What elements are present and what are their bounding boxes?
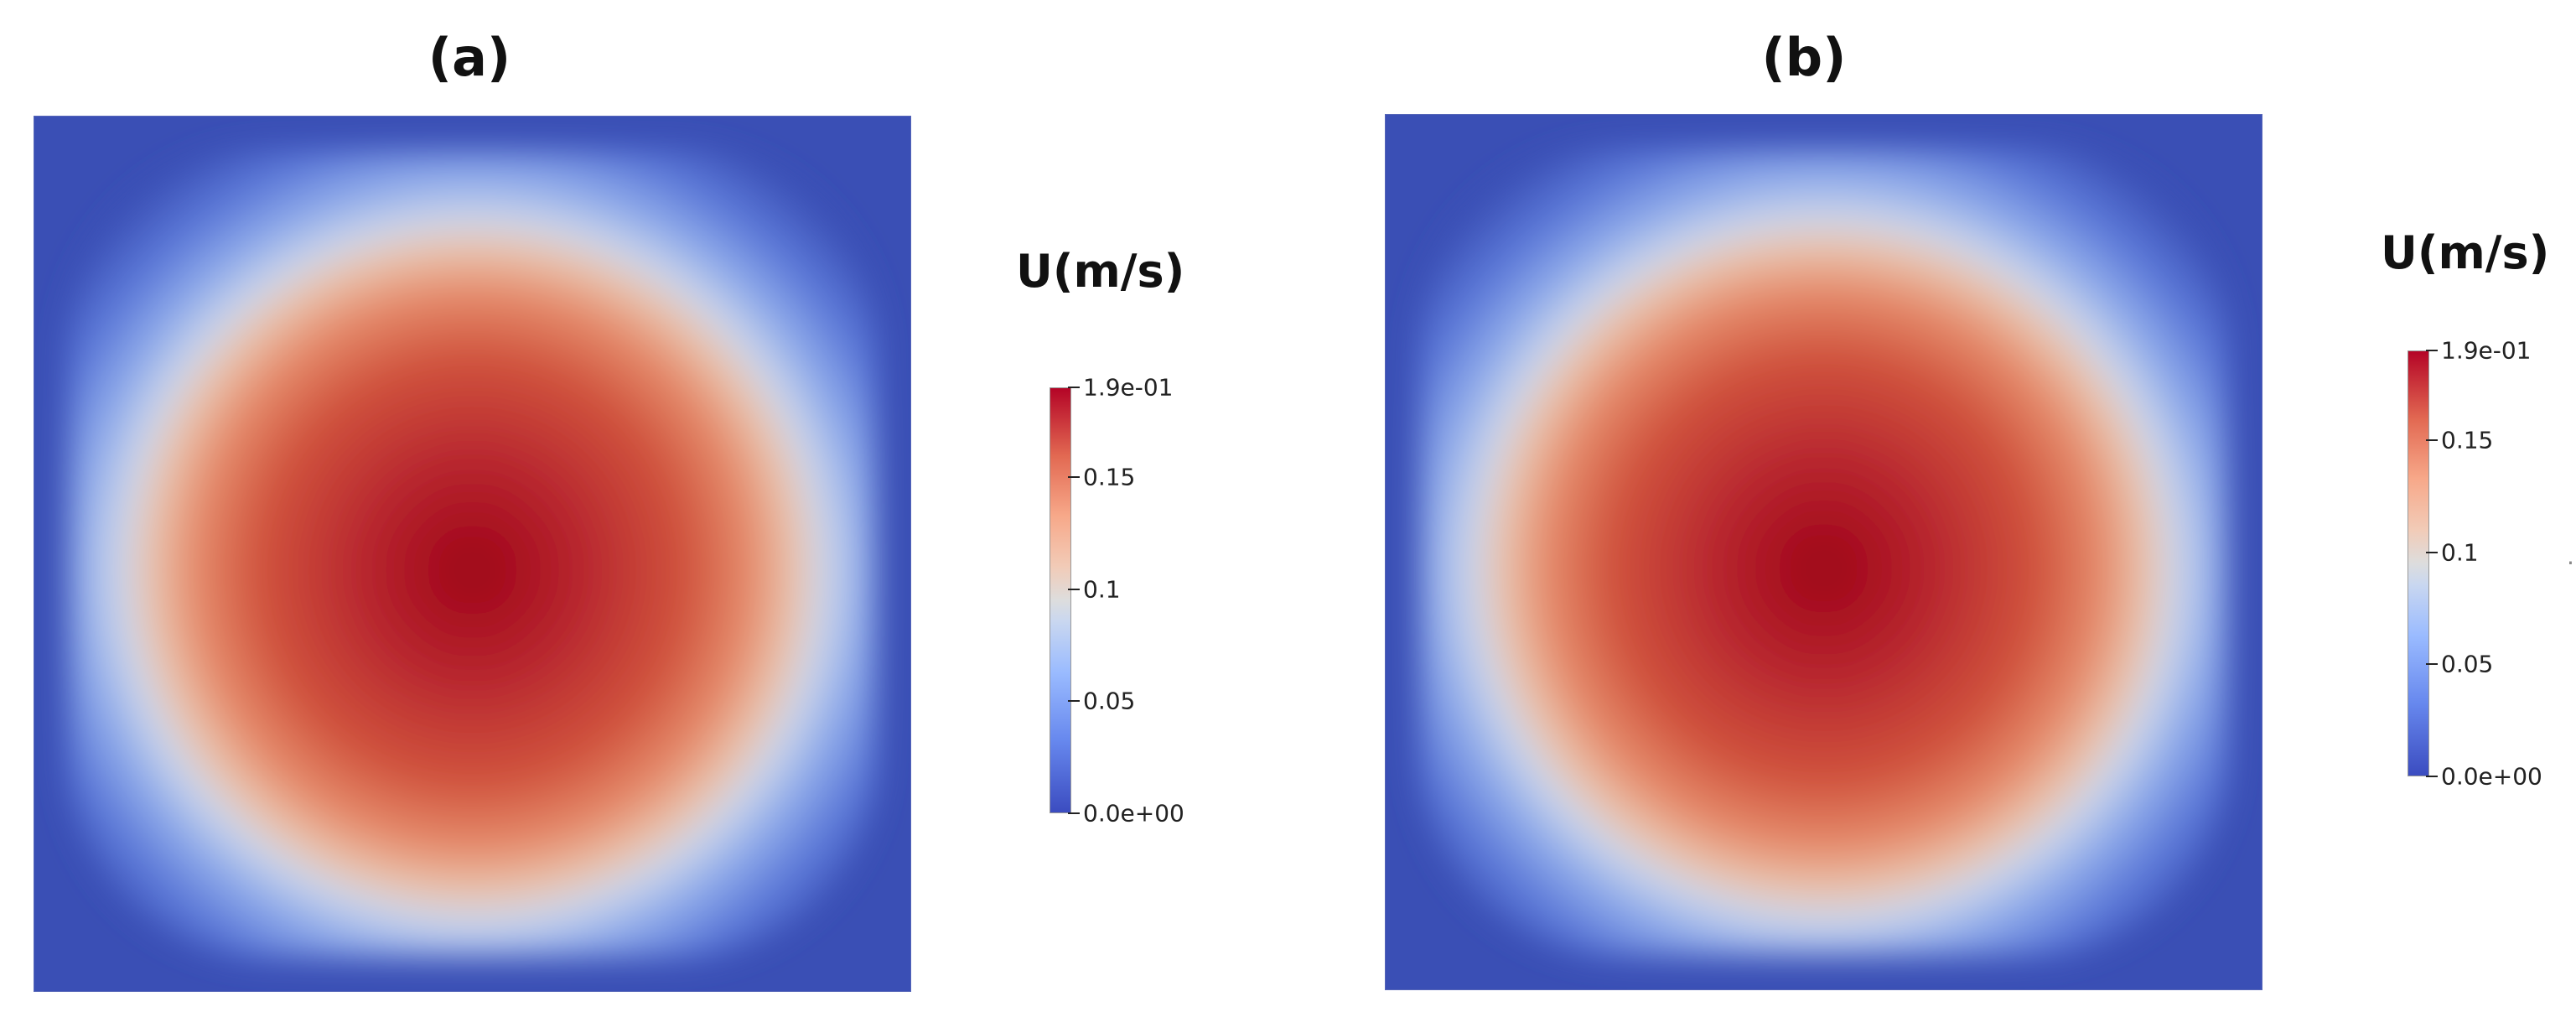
panel-a-colorbar-tick xyxy=(1068,387,1080,388)
panel-a-colorbar-tick-label: 0.15 xyxy=(1083,463,1136,491)
panel-b-colorbar-tick xyxy=(2426,350,2438,351)
panel-a-colorbar-tick xyxy=(1068,700,1080,703)
panel-b-velocity-field xyxy=(1385,114,2262,990)
panel-a-colorbar xyxy=(1050,387,1071,813)
panel-b-colorbar-tick-label: 0.0e+00 xyxy=(2441,762,2542,791)
panel-a-colorbar-tick xyxy=(1068,812,1080,814)
panel-b-colorbar-tick xyxy=(2426,439,2438,441)
panel-a-colorbar-tick-label: 1.9e-01 xyxy=(1083,373,1174,402)
panel-b-colorbar-tick xyxy=(2426,551,2438,553)
panel-b-label: (b) xyxy=(1761,27,1847,88)
panel-a-label: (a) xyxy=(428,27,511,88)
panel-b-colorbar xyxy=(2408,350,2429,776)
panel-a-colorbar-tick-label: 0.05 xyxy=(1083,687,1136,715)
panel-a-colorbar-tick xyxy=(1068,588,1080,590)
panel-b-colorbar-title: U(m/s) xyxy=(2381,226,2550,279)
panel-b-colorbar-tick xyxy=(2426,663,2438,666)
panel-a-field-svg xyxy=(34,116,911,992)
panel-a-colorbar-tick xyxy=(1068,475,1080,478)
panel-b-colorbar-tick-label: 1.9e-01 xyxy=(2441,336,2532,365)
panel-b-colorbar-tick xyxy=(2426,776,2438,777)
panel-a-velocity-field xyxy=(34,116,911,992)
panel-b-colorbar-tick-label: 0.15 xyxy=(2441,426,2494,454)
cropped-edge-mark: · xyxy=(2567,549,2574,577)
panel-a-colorbar-tick-label: 0.0e+00 xyxy=(1083,799,1184,828)
panel-b-field-svg xyxy=(1385,114,2262,990)
panel-b-colorbar-tick-label: 0.1 xyxy=(2441,538,2479,567)
panel-b-colorbar-tick-label: 0.05 xyxy=(2441,650,2494,678)
panel-a-colorbar-title: U(m/s) xyxy=(1016,245,1185,298)
panel-a-colorbar-tick-label: 0.1 xyxy=(1083,575,1121,604)
